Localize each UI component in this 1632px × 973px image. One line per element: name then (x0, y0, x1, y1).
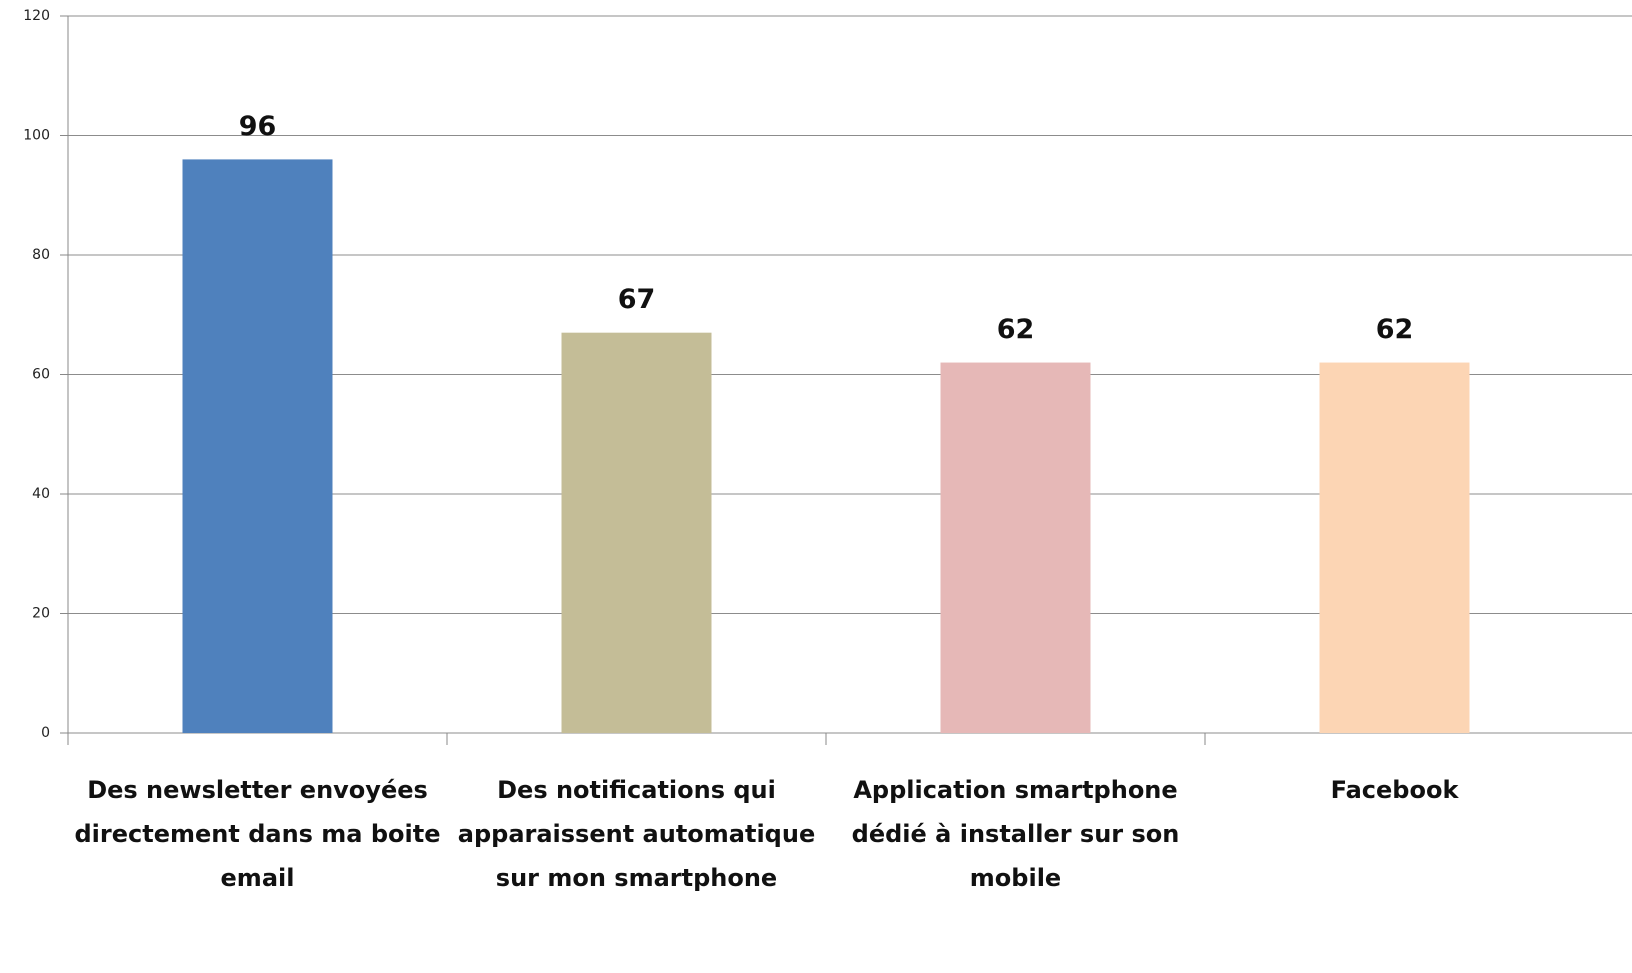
y-tick-label: 120 (23, 8, 50, 24)
x-tick-label: Des notifications qui apparaissent autom… (457, 776, 816, 892)
bar (1319, 362, 1470, 733)
y-tick-label: 60 (32, 367, 50, 383)
value-label: 96 (239, 111, 277, 142)
bar (182, 159, 333, 733)
value-label: 62 (1376, 314, 1414, 345)
y-tick-label: 40 (32, 486, 50, 502)
bar (561, 332, 712, 733)
x-tick-label-box: Application smartphone dédié à installer… (851, 776, 1180, 892)
x-tick-label-box: Facebook (1330, 776, 1459, 804)
bar (940, 362, 1091, 733)
x-tick-label-box: Des newsletter envoyées directement dans… (74, 776, 441, 892)
x-tick-label: Application smartphone dédié à installer… (851, 776, 1180, 892)
value-label: 62 (997, 314, 1035, 345)
x-tick-label-box: Des notifications qui apparaissent autom… (457, 776, 816, 892)
y-tick-label: 20 (32, 606, 50, 622)
value-label: 67 (618, 284, 656, 315)
y-tick-label: 100 (23, 128, 50, 144)
x-tick-label: Des newsletter envoyées directement dans… (74, 776, 441, 892)
y-tick-label: 80 (32, 247, 50, 263)
y-tick-label: 0 (41, 725, 50, 741)
x-tick-label: Facebook (1330, 776, 1459, 804)
